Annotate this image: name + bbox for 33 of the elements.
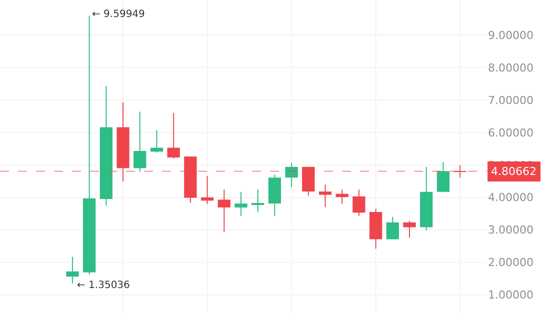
y-tick-label: 6.00000 [488,126,534,140]
y-tick-label: 1.00000 [488,288,534,302]
candlestick [420,166,433,232]
candlestick [167,112,180,159]
candlestick [436,162,450,192]
ref-line-label: 4.80662 [491,165,536,178]
y-tick-label: 8.00000 [488,61,534,74]
candlestick [252,189,264,212]
candlestick [134,111,146,172]
candlestick [150,130,164,154]
candlestick [268,174,281,216]
annotation: ← 9.59949 [92,9,145,20]
candlestick [66,256,79,284]
candlestick [100,86,112,206]
candlestick [318,184,332,208]
candlestick [352,189,366,216]
y-tick-label: 9.00000 [488,28,534,42]
candlestick [302,166,315,196]
y-tick-label: 3.00000 [488,224,534,237]
y-tick-label: 4.00000 [488,191,534,204]
candlestick [285,162,298,188]
y-tick-label: 7.00000 [488,94,534,107]
candlestick [116,102,130,182]
candlestick [369,208,382,250]
candlestick [386,216,399,240]
candlestick [218,189,230,232]
candlestick [234,191,248,216]
candlestick [403,220,416,238]
candlestick [454,164,466,178]
candlestick [82,15,96,276]
y-tick-label: 2.00000 [488,256,534,270]
candlestick [184,156,197,204]
annotation: ← 1.35036 [77,280,130,291]
